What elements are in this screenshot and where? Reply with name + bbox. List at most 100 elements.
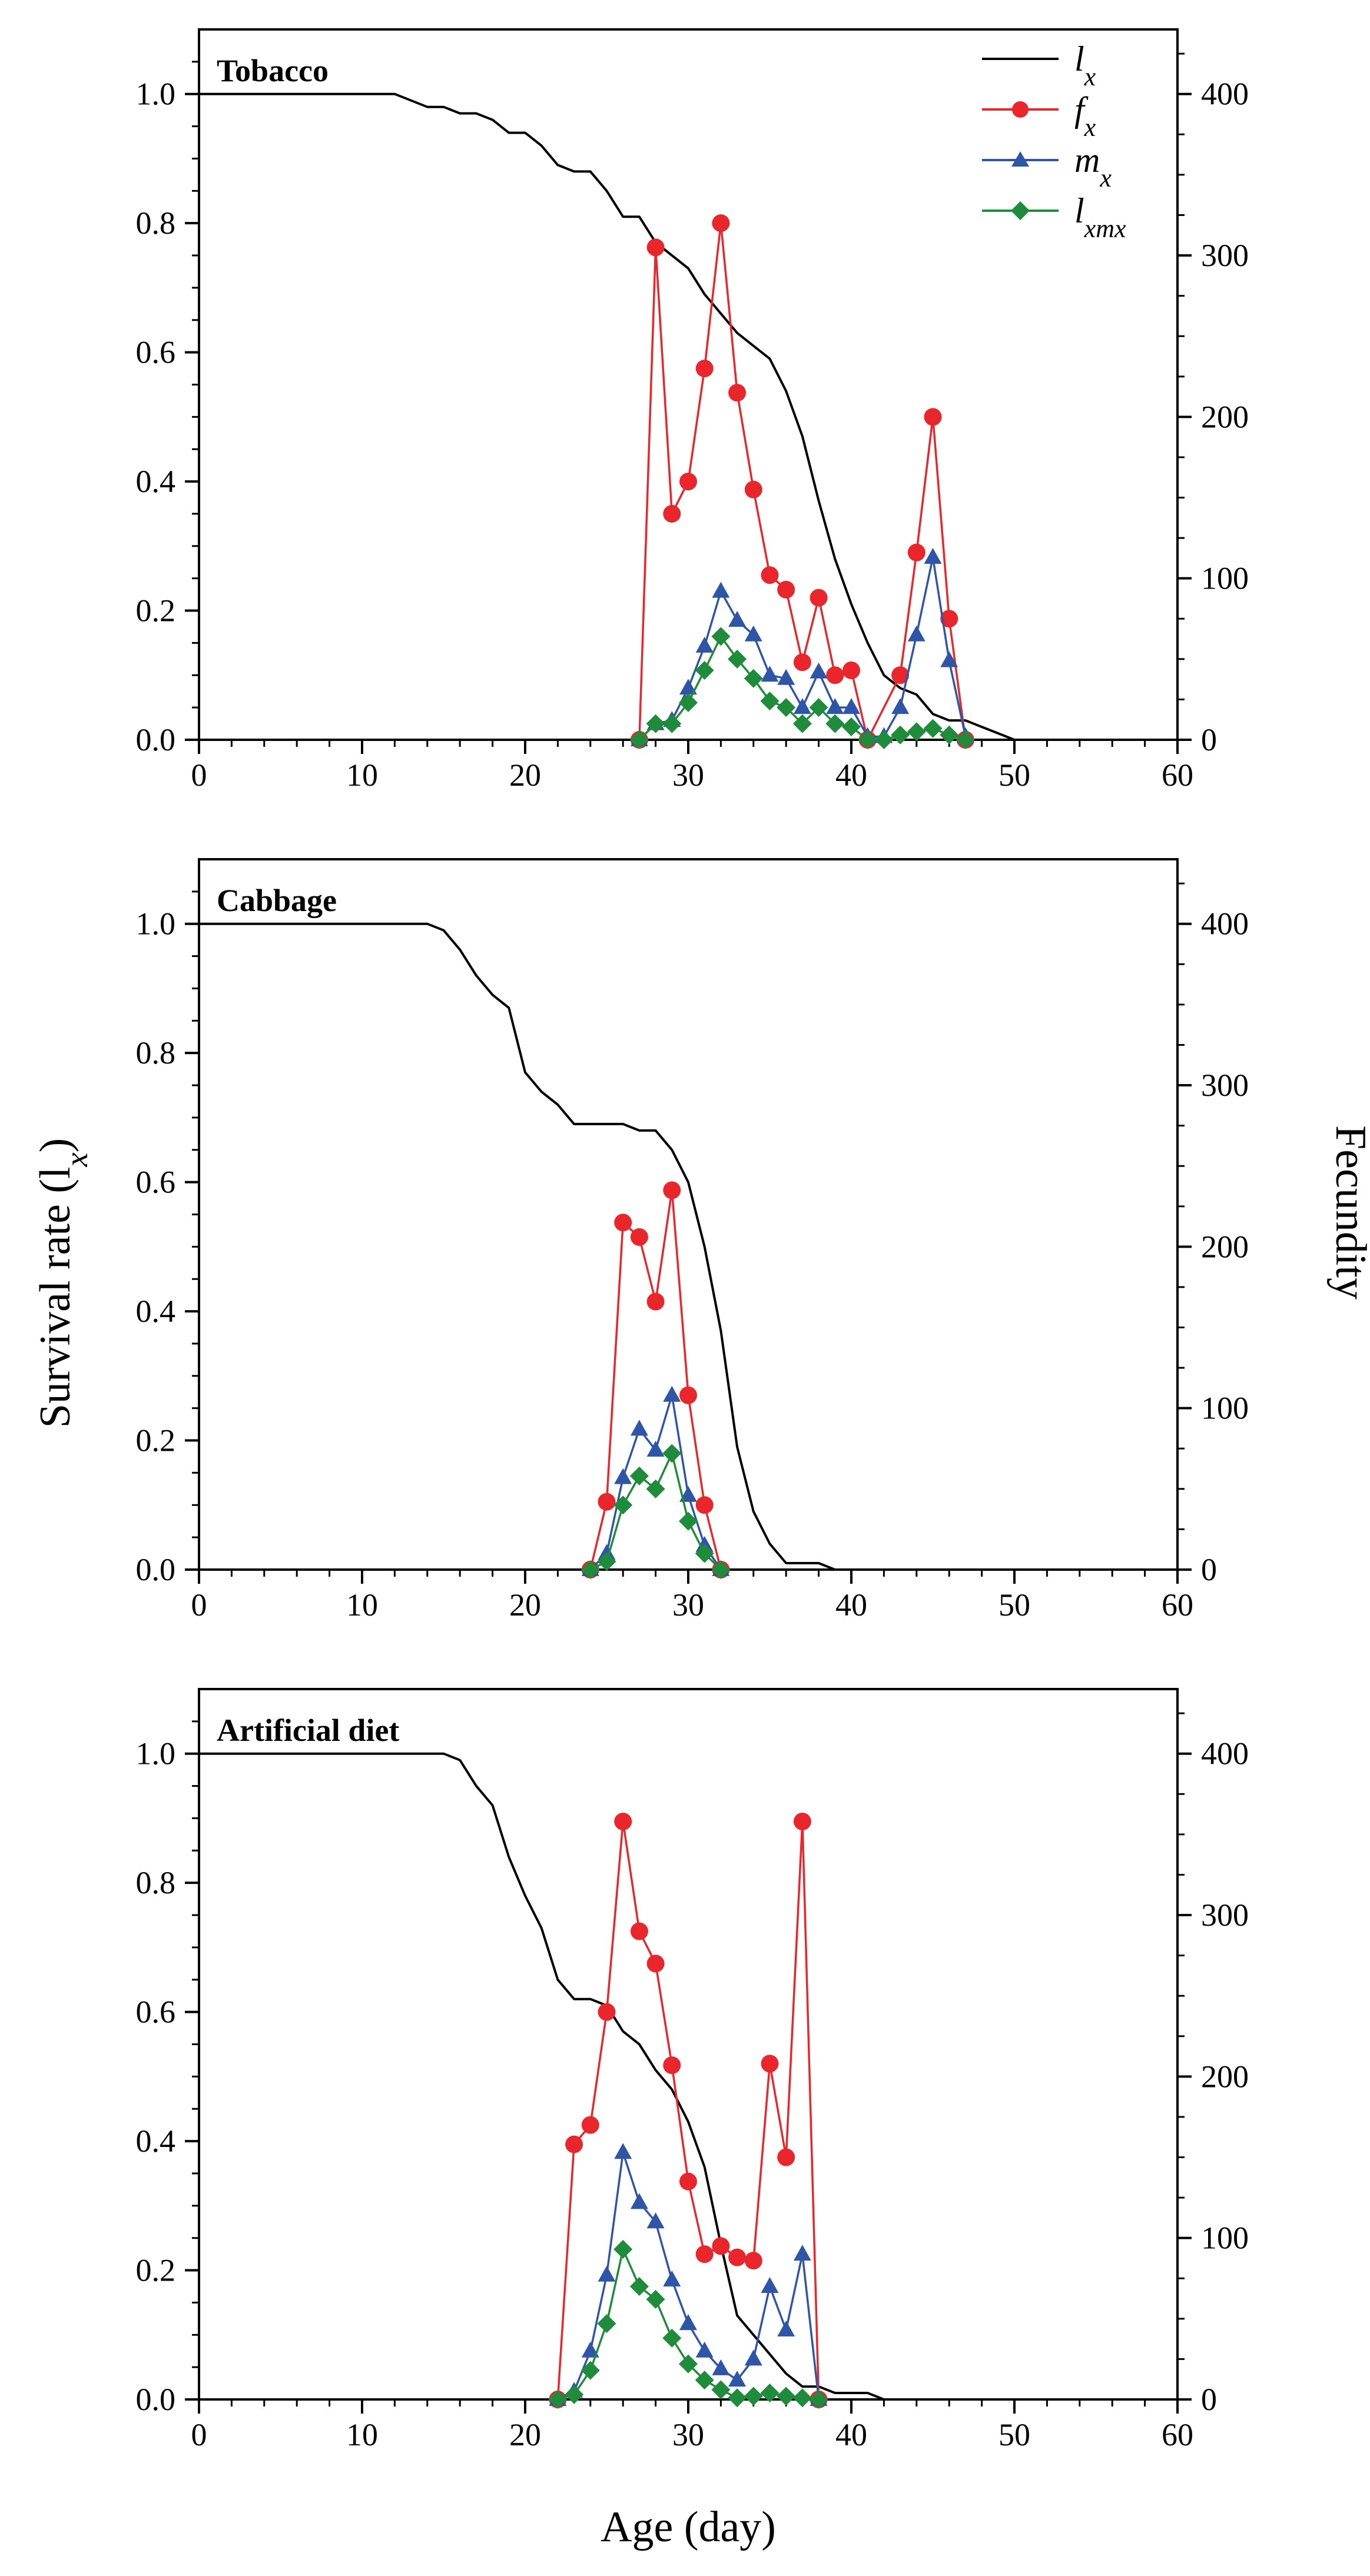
y-right-tick-label: 300 (1201, 1068, 1249, 1103)
y-left-tick-label: 0.2 (136, 2253, 176, 2288)
y-right-tick-label: 200 (1201, 399, 1249, 434)
point-lxmx (874, 730, 894, 749)
y-left-tick-label: 0.8 (136, 1865, 176, 1900)
point-mx (630, 1420, 648, 1436)
point-lxmx (662, 2328, 682, 2348)
point-lxmx (777, 2386, 796, 2406)
series-layer (199, 92, 1015, 749)
y-right-tick-label: 100 (1201, 1391, 1249, 1426)
point-lxmx (679, 1511, 698, 1531)
x-tick-label: 0 (191, 2417, 207, 2452)
left-axis-title: Survival rate (lx) (31, 1138, 94, 1428)
point-fx (907, 543, 926, 561)
point-lxmx (695, 661, 714, 680)
point-lxmx (597, 2314, 616, 2334)
panel-title: Cabbage (217, 883, 337, 918)
panel-artificial-diet: 0 10 20 30 40 50 60 0.0 0.2 0.4 0.6 0.8 1.0 0 100 200 30… (136, 1688, 1249, 2452)
legend-marker-fx (1012, 101, 1029, 118)
point-mx (793, 2245, 811, 2261)
point-lxmx (711, 2380, 731, 2399)
right-axis-title: Fecundity (1326, 1125, 1370, 1299)
x-tick-label: 20 (509, 1587, 541, 1623)
point-mx (663, 2271, 681, 2287)
x-tick-label: 0 (191, 757, 207, 793)
legend: lx fx mx lxmx (982, 39, 1126, 243)
point-fx (679, 2172, 697, 2191)
point-fx (712, 214, 730, 232)
point-fx (630, 1922, 648, 1940)
point-mx (728, 611, 747, 627)
point-mx (891, 698, 910, 714)
x-tick-label: 50 (999, 1587, 1030, 1623)
point-mx (777, 669, 795, 685)
point-lxmx (646, 714, 665, 733)
legend-entry-mx: mx (982, 141, 1112, 192)
point-fx (581, 2116, 599, 2134)
point-mx (712, 2359, 730, 2375)
x-tick-label: 60 (1162, 757, 1193, 793)
point-mx (598, 1544, 616, 1560)
y-left-tick-label: 0.6 (136, 1165, 176, 1200)
x-axis-title: Age (day) (601, 2503, 776, 2551)
point-fx (744, 2252, 762, 2270)
point-mx (826, 698, 844, 714)
point-fx (598, 2003, 616, 2021)
point-mx (907, 625, 926, 641)
panel-title: Artificial diet (217, 1713, 399, 1748)
y-right-tick-label: 300 (1201, 1897, 1249, 1933)
point-mx (924, 548, 942, 564)
y-left-tick-label: 0.0 (136, 1552, 176, 1587)
point-mx (728, 2371, 747, 2387)
series-layer (199, 922, 836, 1579)
point-fx (679, 1386, 697, 1404)
point-mx (695, 636, 714, 653)
point-mx (761, 666, 779, 682)
y-right-tick-label: 100 (1201, 561, 1249, 596)
panel-tobacco: 0 10 20 30 40 50 60 0.0 0.2 0.4 0.6 0.8 1.0 0 100 200 30… (136, 28, 1249, 793)
ticks-layer: 0 10 20 30 40 50 60 0.0 0.2 0.4 0.6 0.8 1.0 0 100 200 30… (136, 1712, 1249, 2452)
point-lxmx (858, 730, 877, 749)
point-lxmx (792, 714, 812, 733)
point-mx (761, 2276, 779, 2293)
point-lxmx (695, 1544, 714, 1563)
point-fx (614, 1812, 632, 1830)
point-fx (826, 666, 844, 684)
series-layer (199, 1752, 885, 2409)
x-tick-label: 30 (672, 1587, 704, 1623)
point-lxmx (613, 1495, 633, 1515)
point-mx (695, 2341, 714, 2358)
point-mx (614, 1468, 632, 1484)
point-fx (744, 480, 762, 498)
y-right-tick-label: 400 (1201, 77, 1249, 112)
point-mx (744, 2349, 762, 2366)
point-lxmx (923, 719, 943, 738)
point-lxmx (744, 669, 763, 688)
point-mx (663, 1385, 681, 1402)
point-lxmx (597, 1552, 616, 1571)
point-lxmx (711, 1560, 731, 1579)
point-mx (630, 2193, 648, 2209)
point-lxmx (679, 693, 698, 712)
y-left-tick-label: 0.0 (136, 2382, 176, 2417)
point-lxmx (825, 714, 845, 733)
x-tick-label: 10 (346, 2417, 378, 2452)
legend-label-lx: lx (1074, 39, 1096, 91)
point-lxmx (629, 1466, 649, 1485)
point-lxmx (728, 649, 747, 669)
point-mx (940, 651, 958, 667)
point-mx (679, 2314, 697, 2331)
legend-label-mx: mx (1074, 141, 1112, 192)
point-mx (581, 2341, 599, 2358)
point-mx (679, 679, 697, 695)
ticks-layer: 0 10 20 30 40 50 60 0.0 0.2 0.4 0.6 0.8 1.0 0 100 200 30… (136, 882, 1249, 1623)
point-fx (598, 1493, 616, 1511)
y-left-tick-label: 0.2 (136, 593, 176, 629)
point-lxmx (613, 2239, 633, 2259)
point-fx (630, 1228, 648, 1246)
x-tick-label: 40 (835, 1587, 867, 1623)
x-tick-label: 50 (999, 2417, 1030, 2452)
point-lxmx (580, 2361, 600, 2380)
x-tick-label: 40 (835, 757, 867, 793)
point-fx (646, 238, 665, 257)
